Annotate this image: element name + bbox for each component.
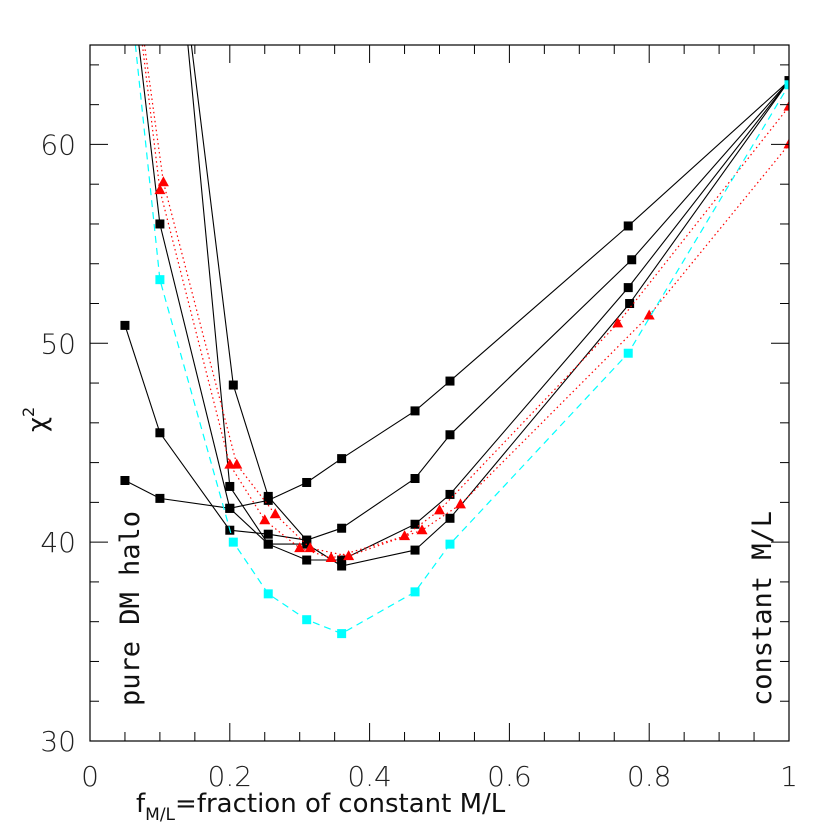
series-2-line — [124, 80, 789, 541]
series-6-point-3 — [224, 458, 236, 469]
series-7-point-10 — [783, 138, 789, 149]
series-1-point-5 — [302, 477, 312, 487]
series-8-point-4 — [263, 589, 273, 599]
series-8-point-10 — [784, 80, 789, 90]
series-6-point-8 — [434, 504, 445, 515]
series-4-point-7 — [410, 545, 420, 555]
y-tick-label: 40 — [40, 526, 76, 559]
axis-ticks — [89, 45, 790, 742]
series-2-point-8 — [445, 430, 455, 440]
axis-tick-labels: 0 0.2 0.4 0.6 0.8 1 30 40 50 60 — [40, 128, 798, 793]
x-tick-label: 1 — [780, 760, 798, 793]
series-5-line — [190, 45, 308, 541]
series-8-point-9 — [623, 348, 633, 358]
series-6-point-9 — [612, 317, 624, 328]
series-5-point-2 — [228, 380, 238, 390]
y-tick-label: 50 — [40, 327, 76, 360]
series-6-point-7 — [399, 530, 411, 541]
series-7-line — [143, 45, 789, 557]
series-8-point-5 — [302, 615, 312, 625]
series-4-point-6 — [337, 561, 347, 571]
series-4-point-2 — [155, 219, 165, 229]
y-tick-label: 60 — [40, 128, 76, 161]
series-8-point-6 — [337, 629, 347, 639]
x-tick-label: 0 — [81, 760, 99, 793]
series-1-point-8 — [445, 376, 455, 386]
series-3-point-2 — [225, 481, 235, 491]
x-tick-label: 0.6 — [487, 760, 532, 793]
series-2-point-4 — [263, 529, 273, 539]
series-8-point-2 — [155, 275, 165, 285]
x-axis-label-rest: =fraction of constant M/L — [175, 789, 506, 819]
series-2-point-1 — [120, 320, 130, 330]
series-1-point-6 — [337, 454, 347, 464]
plot-border — [89, 44, 790, 742]
series-1-point-9 — [623, 221, 633, 231]
series-3 — [187, 45, 789, 565]
series-3-point-4 — [302, 555, 312, 565]
series-7-point-9 — [643, 309, 655, 320]
constant-ml-annotation: constant M/L — [747, 511, 778, 706]
series-3-point-6 — [410, 519, 420, 529]
series-7-point-5 — [304, 542, 316, 553]
series-8-point-8 — [445, 539, 455, 549]
series-7-point-6 — [343, 550, 355, 561]
series-5 — [190, 45, 312, 545]
series-8-line — [134, 45, 789, 635]
series-5-point-4 — [302, 535, 312, 545]
series-3-point-7 — [445, 489, 455, 499]
y-axis-label: χ2 — [19, 407, 53, 432]
series-4-point-9 — [625, 299, 635, 309]
series-6-point-2 — [154, 184, 166, 195]
series-1-point-7 — [410, 406, 420, 416]
plot-frame — [89, 44, 790, 742]
series-6-line — [141, 45, 789, 559]
series-8-point-3 — [228, 537, 238, 547]
series-3-point-8 — [623, 283, 633, 293]
series-8-point-7 — [410, 587, 420, 597]
series-7-point-3 — [231, 458, 243, 469]
series-6-point-4 — [259, 514, 271, 525]
series-2-point-7 — [410, 474, 420, 484]
series-5-point-3 — [263, 491, 273, 501]
series-3-point-5 — [337, 555, 347, 565]
y-tick-label: 30 — [40, 725, 76, 758]
series-2-point-2 — [155, 428, 165, 438]
series-7-point-4 — [269, 508, 281, 519]
series-2-point-9 — [627, 255, 637, 265]
series-6-point-6 — [325, 552, 337, 563]
series-6-point-5 — [294, 542, 306, 553]
pure-dm-halo-annotation: pure DM halo — [115, 511, 146, 706]
series-4-line — [138, 45, 789, 567]
x-axis-label-main: f — [136, 789, 146, 819]
series-layer — [120, 45, 789, 639]
series-1 — [120, 76, 789, 513]
series-6 — [141, 45, 789, 563]
series-2-point-6 — [337, 523, 347, 533]
y-axis-label-main: χ — [23, 417, 53, 432]
series-4-point-3 — [225, 503, 235, 513]
series-3-line — [187, 45, 789, 561]
x-tick-label: 0.2 — [208, 760, 253, 793]
series-4 — [138, 45, 789, 571]
series-4-point-8 — [445, 513, 455, 523]
series-4-point-4 — [263, 539, 273, 549]
y-axis-label-sup: 2 — [19, 407, 38, 417]
series-8 — [134, 45, 789, 639]
series-7 — [143, 45, 789, 561]
x-axis-label-sub: M/L — [145, 805, 175, 825]
x-tick-label: 0.4 — [347, 760, 392, 793]
x-tick-label: 0.8 — [627, 760, 672, 793]
series-1-line — [124, 80, 789, 509]
series-1-point-2 — [155, 493, 165, 503]
series-1-point-1 — [120, 475, 130, 485]
x-axis-label: fM/L=fraction of constant M/L — [136, 789, 506, 825]
series-7-point-8 — [454, 498, 466, 509]
series-7-point-2 — [157, 176, 169, 187]
series-7-point-7 — [416, 524, 428, 535]
series-6-point-10 — [783, 100, 789, 111]
